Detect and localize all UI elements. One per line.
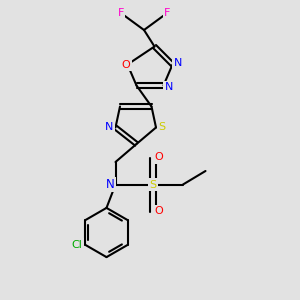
Text: N: N <box>165 82 173 92</box>
Text: O: O <box>154 206 164 217</box>
Text: N: N <box>174 58 182 68</box>
Text: N: N <box>105 122 114 133</box>
Text: F: F <box>164 8 170 19</box>
Text: O: O <box>122 59 130 70</box>
Text: F: F <box>118 8 124 19</box>
Text: S: S <box>158 122 166 133</box>
Text: S: S <box>149 179 157 190</box>
Text: O: O <box>154 152 164 163</box>
Text: Cl: Cl <box>71 240 82 250</box>
Text: N: N <box>106 178 115 191</box>
